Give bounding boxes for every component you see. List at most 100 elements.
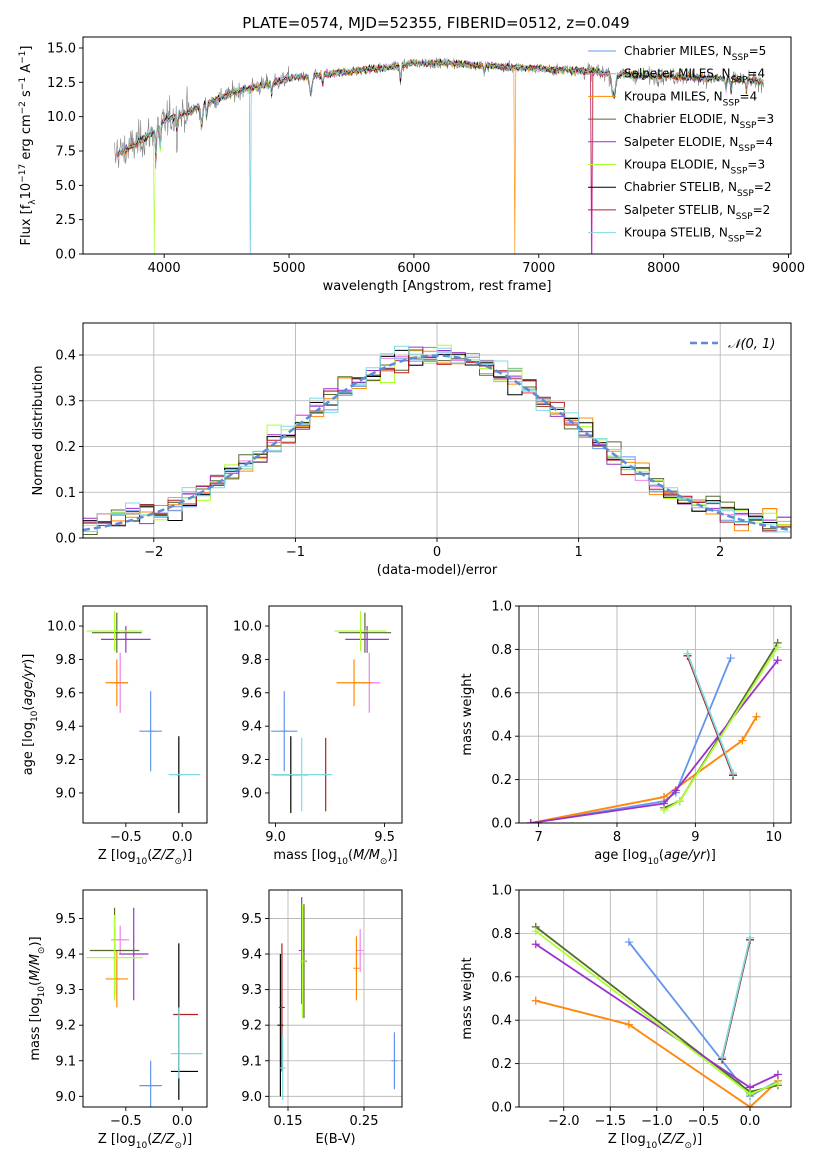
weight-marker xyxy=(746,1103,755,1107)
y-axis-label: age [log10(age/yr)] xyxy=(21,654,40,776)
x-tick-label: −0.5 xyxy=(110,1114,142,1129)
y-tick-label: 0.4 xyxy=(491,1014,512,1029)
weight-marker xyxy=(728,769,737,778)
y-tick-label: 9.4 xyxy=(241,948,262,963)
x-axis-label: Z [log10(Z/Z⊙)] xyxy=(98,1132,192,1151)
y-tick-label: 9.0 xyxy=(241,786,262,801)
y-tick-label: 9.0 xyxy=(241,1090,262,1105)
weight-marker xyxy=(752,712,761,721)
x-tick-label: 0 xyxy=(433,545,441,560)
weight-marker xyxy=(683,649,692,658)
x-axis-label: (data-model)/error xyxy=(377,563,498,578)
axes-mass-vs-EBV: 0.15 0.25 9.0 9.1 9.2 9.3 9.4 9.5 E(B-V) xyxy=(241,889,403,1147)
plot-area-weight-vs-age xyxy=(526,638,782,823)
x-tick-label: −1.0 xyxy=(641,1114,673,1129)
y-tick-label: 0.3 xyxy=(55,394,76,409)
figure-title: PLATE=0574, MJD=52355, FIBERID=0512, z=0… xyxy=(242,14,629,32)
y-tick-label: 10.0 xyxy=(47,620,76,635)
x-tick-label: 0.0 xyxy=(740,1114,761,1129)
weight-marker xyxy=(526,819,535,823)
plot-area-spectrum xyxy=(113,57,764,254)
y-tick-label: 0.2 xyxy=(491,1057,512,1072)
y-tick-label: 0.1 xyxy=(55,486,76,501)
x-tick-label: 7000 xyxy=(522,261,555,276)
legend-label: Chabrier ELODIE, NSSP=3 xyxy=(624,112,774,131)
axes-frame xyxy=(518,889,792,1108)
x-axis-label: E(B-V) xyxy=(315,1132,355,1147)
x-tick-label: 4000 xyxy=(148,261,181,276)
weight-line xyxy=(530,716,758,823)
x-tick-label: 0.0 xyxy=(172,1114,193,1129)
spectrum-legend: Chabrier MILES, NSSP=5 Salpeter MILES, NS… xyxy=(588,44,774,245)
x-tick-label: 9 xyxy=(691,830,699,845)
y-tick-label: 1.0 xyxy=(491,600,512,615)
y-axis-label: mass weight xyxy=(460,673,475,755)
plot-area-mass-vs-Z xyxy=(86,907,203,1107)
x-tick-label: −2.0 xyxy=(548,1114,580,1129)
y-tick-label: 0.6 xyxy=(491,970,512,985)
y-tick-label: 0.8 xyxy=(491,927,512,942)
model-spectrum-line xyxy=(117,58,764,156)
y-tick-label: 9.4 xyxy=(55,948,76,963)
plot-area-mass-vs-EBV xyxy=(277,897,398,1100)
y-tick-label: 0.2 xyxy=(491,773,512,788)
y-tick-label: 9.1 xyxy=(241,1054,262,1069)
x-axis-label: mass [log10(M/M⊙)] xyxy=(273,848,397,867)
x-tick-label: 0.25 xyxy=(350,1114,379,1129)
x-axis-label: wavelength [Angstrom, rest frame] xyxy=(323,279,552,294)
plot-area-age-vs-Z xyxy=(86,611,201,813)
x-tick-label: 0.0 xyxy=(172,830,193,845)
y-tick-label: 9.5 xyxy=(241,912,262,927)
y-tick-label: 12.5 xyxy=(47,76,76,91)
y-axis-label: Normed distribution xyxy=(31,366,46,496)
weight-marker xyxy=(671,786,680,795)
y-tick-label: 9.4 xyxy=(55,720,76,735)
axes-age-vs-mass: 9.0 9.5 9.0 9.2 9.4 9.6 9.8 10.0 mass [log10(M/M… xyxy=(233,605,403,867)
x-tick-label: 2 xyxy=(716,545,724,560)
y-tick-label: 0.4 xyxy=(55,349,76,364)
x-tick-label: 9000 xyxy=(772,261,805,276)
x-tick-label: 8 xyxy=(613,830,621,845)
y-tick-label: 9.2 xyxy=(55,753,76,768)
x-tick-label: −1.5 xyxy=(594,1114,626,1129)
weight-line xyxy=(535,999,779,1107)
x-tick-label: −2 xyxy=(144,545,163,560)
x-axis-label: Z [log10(Z/Z⊙)] xyxy=(608,1132,702,1151)
axes-residuals: −2 −1 0 1 2 0.0 0.1 0.2 0.3 0.4 (data-model)/error… xyxy=(31,322,792,578)
y-tick-label: 9.2 xyxy=(241,1019,262,1034)
weight-marker xyxy=(738,736,747,745)
y-tick-label: 0.0 xyxy=(55,532,76,547)
legend-label: Kroupa MILES, NSSP=4 xyxy=(624,89,757,108)
y-tick-label: 9.5 xyxy=(55,912,76,927)
y-tick-label: 9.0 xyxy=(55,786,76,801)
y-tick-label: 9.6 xyxy=(241,686,262,701)
weight-marker xyxy=(660,805,669,814)
y-tick-label: 9.6 xyxy=(55,686,76,701)
y-tick-label: 9.2 xyxy=(241,753,262,768)
y-axis-label: Flux [fλ10−17 erg cm−2 s−1 A−1] xyxy=(18,46,38,246)
x-tick-label: −1 xyxy=(286,545,305,560)
y-tick-label: 2.5 xyxy=(55,213,76,228)
weight-marker xyxy=(624,938,633,947)
y-tick-label: 0.4 xyxy=(491,730,512,745)
weight-marker xyxy=(773,656,782,665)
model-spectrum-line xyxy=(118,57,764,254)
weight-line xyxy=(530,659,779,823)
y-tick-label: 0.6 xyxy=(491,686,512,701)
weight-marker xyxy=(531,996,540,1005)
y-tick-label: 9.4 xyxy=(241,720,262,735)
axes-weight-vs-Z: −2.0 −1.5 −1.0 −0.5 0.0 0.0 0.2 0.4 0.6 0.8 1.0 Z [… xyxy=(460,884,792,1151)
x-tick-label: 5000 xyxy=(272,261,305,276)
y-tick-label: 9.3 xyxy=(241,983,262,998)
y-tick-label: 0.0 xyxy=(491,1101,512,1116)
normal-pdf-line xyxy=(83,354,791,532)
weight-marker xyxy=(531,940,540,949)
y-axis-label: mass [log10(M/M⊙)] xyxy=(28,936,47,1060)
y-tick-label: 9.3 xyxy=(55,983,76,998)
x-tick-label: 9.0 xyxy=(265,830,286,845)
x-axis-label: age [log10(age/yr)] xyxy=(594,848,716,867)
x-tick-label: 1 xyxy=(574,545,582,560)
axes-age-vs-Z: −0.5 0.0 9.0 9.2 9.4 9.6 9.8 10.0 Z [log10(Z/Z⊙)… xyxy=(21,605,208,867)
x-tick-label: 9.5 xyxy=(374,830,395,845)
x-tick-label: −0.5 xyxy=(688,1114,720,1129)
